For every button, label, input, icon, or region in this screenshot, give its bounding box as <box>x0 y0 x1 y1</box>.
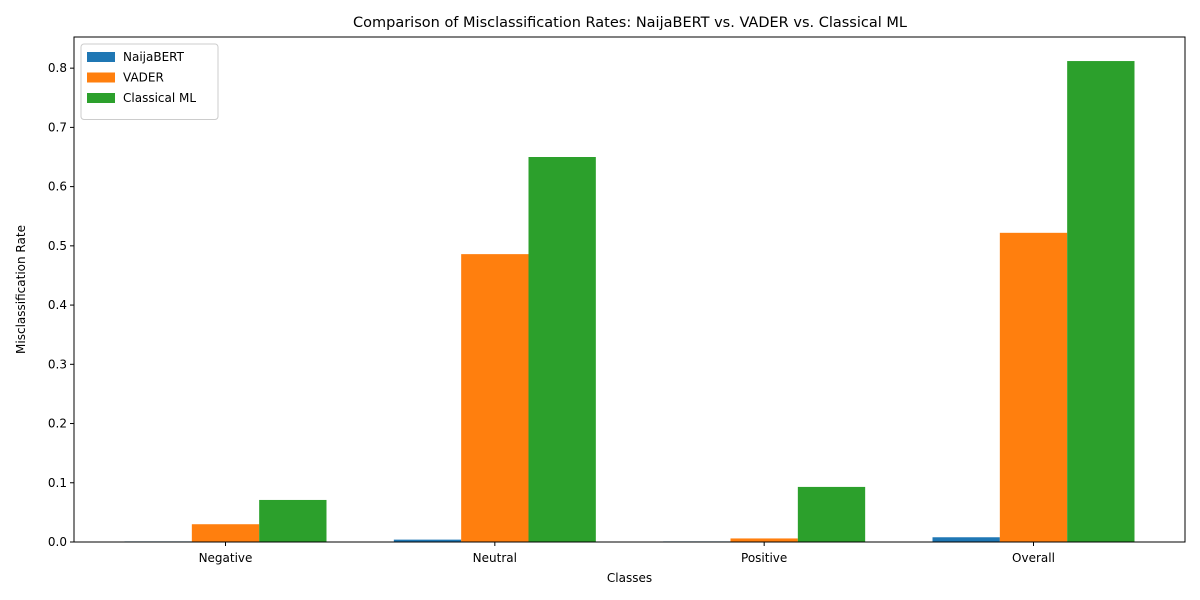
x-tick-label: Negative <box>199 551 253 565</box>
x-tick-label: Positive <box>741 551 787 565</box>
x-axis: Negative Neutral Positive Overall <box>199 542 1055 565</box>
bar-vader-positive <box>730 538 798 542</box>
x-axis-label: Classes <box>607 571 652 585</box>
bar-naijabert-neutral <box>393 539 462 542</box>
y-tick-label: 0.7 <box>48 120 67 134</box>
legend-label: NaijaBERT <box>123 50 185 64</box>
y-tick-label: 0.2 <box>48 417 67 431</box>
legend: NaijaBERT VADER Classical ML <box>80 43 219 120</box>
legend-swatch-vader <box>87 72 115 83</box>
bar-vader-overall <box>999 232 1068 542</box>
chart-title: Comparison of Misclassification Rates: N… <box>353 15 907 31</box>
x-tick-label: Neutral <box>473 551 517 565</box>
y-tick-label: 0.3 <box>48 357 67 371</box>
plot-frame <box>73 36 1186 543</box>
bar-classical-ml-negative <box>259 499 327 542</box>
bar-classical-ml-positive <box>797 486 866 542</box>
y-tick-label: 0.8 <box>48 61 67 75</box>
y-axis: 0.0 0.1 0.2 0.3 0.4 0.5 0.6 0.7 0.8 <box>48 61 74 549</box>
bar-naijabert-overall <box>932 537 1000 542</box>
y-axis-label: Misclassification Rate <box>14 225 28 354</box>
y-tick-label: 0.0 <box>48 535 67 549</box>
legend-label: VADER <box>123 71 164 85</box>
x-tick-label: Overall <box>1012 551 1055 565</box>
y-tick-label: 0.6 <box>48 180 67 194</box>
legend-swatch-naijabert <box>87 52 115 62</box>
bar-vader-negative <box>191 524 260 542</box>
legend-box <box>80 43 219 120</box>
bar-classical-ml-neutral <box>528 157 596 543</box>
legend-label: Classical ML <box>123 91 196 105</box>
bar-vader-neutral <box>461 254 529 542</box>
y-tick-label: 0.5 <box>48 239 67 253</box>
bars-group <box>124 61 1135 543</box>
bar-classical-ml-overall <box>1067 61 1135 543</box>
y-tick-label: 0.1 <box>48 476 67 490</box>
y-tick-label: 0.4 <box>48 298 67 312</box>
legend-swatch-classical-ml <box>87 93 115 103</box>
